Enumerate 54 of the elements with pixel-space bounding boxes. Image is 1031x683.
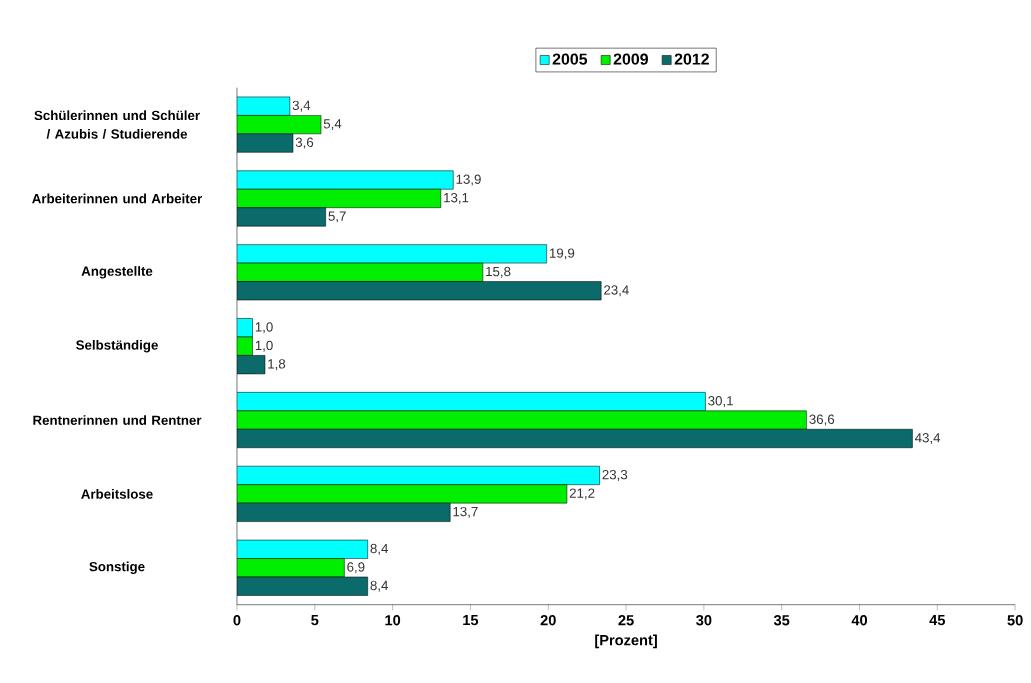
- data-label: 6,9: [347, 562, 365, 574]
- x-tick-label: 0: [233, 615, 241, 626]
- bar: [236, 539, 368, 559]
- x-tick-label: 25: [618, 615, 634, 626]
- y-tick-label: Arbeitslose: [81, 489, 153, 499]
- data-label: 36,6: [809, 414, 835, 426]
- y-tick-label: Schülerinnen und Schüler / Azubis / Studierende: [34, 110, 200, 139]
- data-label: 13,9: [456, 174, 481, 186]
- data-label: 13,7: [453, 506, 478, 518]
- data-label: 3,4: [292, 100, 311, 112]
- y-tick-label: Sonstige: [89, 561, 145, 575]
- data-label: 23,4: [604, 285, 629, 297]
- data-label: 8,4: [370, 580, 389, 592]
- data-label: 1,0: [255, 322, 273, 334]
- data-label: 5,7: [328, 211, 346, 223]
- data-label: 1,8: [268, 359, 286, 371]
- bar: [236, 465, 600, 485]
- x-tick-label: 50: [1007, 615, 1023, 626]
- legend-label: 2009: [613, 53, 648, 65]
- bar: [236, 558, 345, 578]
- legend-label: 2012: [674, 53, 709, 65]
- bar: [236, 189, 442, 208]
- data-label: 15,8: [486, 266, 511, 278]
- data-label: 1,0: [255, 340, 273, 352]
- legend-label: 2005: [552, 53, 588, 65]
- y-tick-label: Arbeiterinnen und Arbeiter: [32, 193, 203, 204]
- x-tick-label: 15: [463, 615, 479, 626]
- x-axis-title: [Prozent]: [595, 634, 657, 649]
- y-tick-label: Selbständige: [76, 340, 158, 353]
- x-tick-label: 10: [385, 615, 401, 626]
- x-tick-label: 40: [851, 615, 868, 626]
- x-tick-label: 20: [540, 615, 556, 626]
- data-label: 43,4: [914, 433, 941, 445]
- bar: [236, 484, 568, 504]
- y-tick-label: Angestellte: [81, 266, 153, 279]
- data-label: 21,2: [569, 488, 595, 500]
- bar: [236, 170, 454, 190]
- data-label: 30,1: [708, 396, 733, 408]
- data-label: 3,6: [295, 137, 314, 149]
- bar: [236, 115, 322, 135]
- bar: [236, 392, 706, 412]
- data-label: 19,9: [549, 248, 575, 260]
- x-tick-label: 30: [696, 615, 712, 626]
- x-tick-label: 45: [929, 615, 946, 626]
- bar: [236, 410, 807, 430]
- bar: [236, 244, 547, 264]
- data-label: 8,4: [370, 543, 389, 555]
- x-tick-label: 5: [311, 615, 319, 626]
- bar: [236, 262, 484, 282]
- data-label: 13,1: [444, 193, 469, 204]
- data-label: 5,4: [323, 119, 342, 131]
- data-label: 23,3: [602, 469, 628, 481]
- x-tick-label: 35: [773, 615, 790, 626]
- y-tick-label: Rentnerinnen und Rentner: [33, 415, 202, 425]
